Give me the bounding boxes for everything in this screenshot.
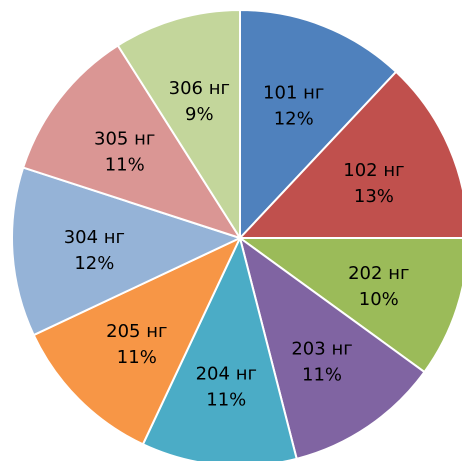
slice-percent-label: 12% <box>274 108 314 129</box>
slice-percent-label: 11% <box>105 155 145 176</box>
pie-slice-305-нг <box>21 44 243 240</box>
slice-percent-label: 13% <box>354 186 394 207</box>
pie-slice-102-нг <box>237 70 462 239</box>
slice-name-label: 203 нг <box>291 339 352 360</box>
pie-slice-202-нг <box>236 237 462 374</box>
slice-name-label: 101 нг <box>263 82 324 103</box>
slice-percent-label: 12% <box>74 253 114 274</box>
pie-labels: 101 нг 12% 102 нг 13% 202 нг 10% 203 нг 11% 204 … <box>64 78 410 410</box>
pie-slice-306-нг <box>116 8 241 242</box>
pie-slice-101-нг <box>239 8 398 241</box>
pie-slice-205-нг <box>32 235 243 446</box>
pie-slice-203-нг <box>238 235 426 461</box>
slice-name-label: 204 нг <box>196 363 257 384</box>
slice-percent-label: 11% <box>302 365 342 386</box>
pie-slices <box>11 8 462 461</box>
pie-slice-304-нг <box>11 166 243 337</box>
pie-slice-204-нг <box>141 235 298 461</box>
slice-name-label: 305 нг <box>94 129 155 150</box>
slice-percent-label: 11% <box>206 389 246 410</box>
slice-name-label: 202 нг <box>348 263 409 284</box>
slice-name-label: 102 нг <box>343 160 404 181</box>
slice-percent-label: 11% <box>117 347 157 368</box>
slice-name-label: 306 нг <box>169 78 230 99</box>
slice-percent-label: 10% <box>359 289 399 310</box>
slice-percent-label: 9% <box>185 104 214 125</box>
slice-name-label: 304 нг <box>64 227 125 248</box>
slice-name-label: 205 нг <box>106 321 167 342</box>
